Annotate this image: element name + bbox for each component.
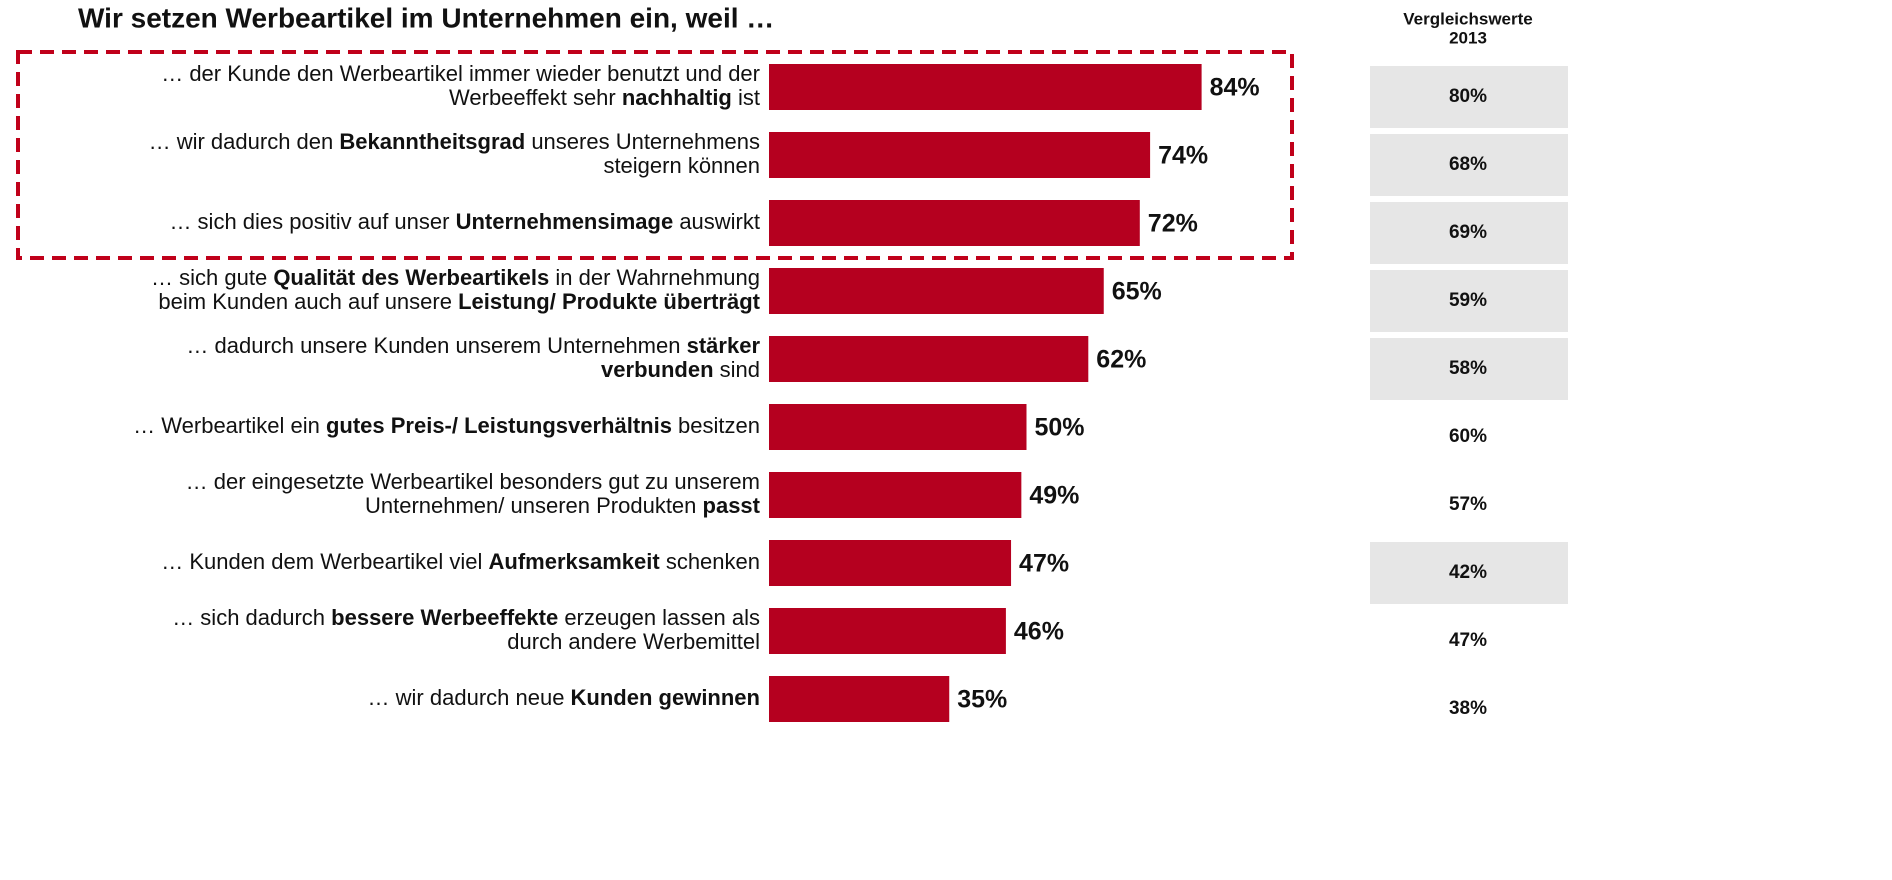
value-label: 47% <box>1019 550 1069 578</box>
category-run: … der Kunde den Werbeartikel immer wiede… <box>161 61 760 86</box>
value-label: 49% <box>1029 482 1079 510</box>
category-run: stärker <box>687 333 761 358</box>
comparison-cell <box>1370 66 1568 128</box>
category-run: durch andere Werbemittel <box>507 629 760 654</box>
category-label: Unternehmen/ unseren Produkten passt <box>365 493 761 518</box>
category-run: Qualität des Werbeartikels <box>273 265 549 290</box>
category-run: … sich dies positiv auf unser <box>169 209 455 234</box>
bar <box>769 64 1202 110</box>
category-run: gutes Preis-/ Leistungsverhältnis <box>326 413 672 438</box>
category-label: … Kunden dem Werbeartikel viel Aufmerksa… <box>161 549 760 574</box>
category-run: Unternehmensimage <box>456 209 674 234</box>
category-run: besitzen <box>672 413 760 438</box>
value-label: 35% <box>957 686 1007 714</box>
bar <box>769 132 1151 178</box>
category-run: Leistung/ Produkte überträgt <box>458 289 761 314</box>
bar <box>769 472 1022 518</box>
category-run: auswirkt <box>673 209 760 234</box>
category-run: … Kunden dem Werbeartikel viel <box>161 549 488 574</box>
category-label: Werbeeffekt sehr nachhaltig ist <box>449 85 760 110</box>
category-run: schenken <box>660 549 760 574</box>
category-label: … sich dies positiv auf unser Unternehme… <box>169 209 760 234</box>
value-label: 62% <box>1096 346 1146 374</box>
category-run: ist <box>732 85 760 110</box>
comparison-value: 80% <box>1449 86 1487 107</box>
bar <box>769 336 1089 382</box>
category-run: verbunden <box>601 357 713 382</box>
category-run: … wir dadurch neue <box>368 685 571 710</box>
value-label: 50% <box>1035 414 1085 442</box>
category-run: steigern können <box>603 153 760 178</box>
comparison-value: 58% <box>1449 358 1487 379</box>
category-run: Unternehmen/ unseren Produkten <box>365 493 703 518</box>
category-label: … sich gute Qualität des Werbeartikels i… <box>151 265 760 290</box>
category-label: beim Kunden auch auf unsere Leistung/ Pr… <box>158 289 760 314</box>
highlight-box <box>16 50 1294 260</box>
category-run: … Werbeartikel ein <box>133 413 326 438</box>
category-label: durch andere Werbemittel <box>507 629 760 654</box>
value-label: 72% <box>1148 210 1198 238</box>
category-run: … dadurch unsere Kunden unserem Unterneh… <box>186 333 686 358</box>
comparison-cell <box>1370 134 1568 196</box>
comparison-value: 47% <box>1449 630 1487 651</box>
bar <box>769 608 1006 654</box>
bar <box>769 540 1012 586</box>
category-run: bessere Werbeeffekte <box>331 605 558 630</box>
bar <box>769 676 950 722</box>
comparison-title: 2013 <box>1449 28 1487 47</box>
comparison-value: 59% <box>1449 290 1487 311</box>
category-label: verbunden sind <box>601 357 760 382</box>
category-run: beim Kunden auch auf unsere <box>158 289 458 314</box>
category-run: … sich dadurch <box>172 605 331 630</box>
category-label: … der Kunde den Werbeartikel immer wiede… <box>161 61 760 86</box>
comparison-cell <box>1370 202 1568 264</box>
category-run: erzeugen lassen als <box>558 605 760 630</box>
category-run: … wir dadurch den <box>149 129 340 154</box>
comparison-cell <box>1370 542 1568 604</box>
category-label: … wir dadurch den Bekanntheitsgrad unser… <box>149 129 760 154</box>
category-run: in der Wahrnehmung <box>549 265 760 290</box>
value-label: 84% <box>1210 74 1260 102</box>
category-run: … der eingesetzte Werbeartikel besonders… <box>186 469 760 494</box>
category-label: steigern können <box>603 153 760 178</box>
bar <box>769 200 1140 246</box>
category-run: Werbeeffekt sehr <box>449 85 622 110</box>
category-label: … wir dadurch neue Kunden gewinnen <box>368 685 760 710</box>
comparison-value: 42% <box>1449 562 1487 583</box>
category-run: Bekanntheitsgrad <box>339 129 525 154</box>
category-run: passt <box>703 493 761 518</box>
category-label: … sich dadurch bessere Werbeeffekte erze… <box>172 605 760 630</box>
category-run: Aufmerksamkeit <box>489 549 661 574</box>
comparison-value: 68% <box>1449 154 1487 175</box>
category-label: … dadurch unsere Kunden unserem Unterneh… <box>186 333 760 358</box>
category-run: unseres Unternehmens <box>525 129 760 154</box>
category-run: … sich gute <box>151 265 273 290</box>
value-label: 46% <box>1014 618 1064 646</box>
category-label: … der eingesetzte Werbeartikel besonders… <box>186 469 760 494</box>
category-run: Kunden gewinnen <box>571 685 760 710</box>
category-run: nachhaltig <box>622 85 732 110</box>
category-run: sind <box>714 357 760 382</box>
comparison-value: 38% <box>1449 698 1487 719</box>
comparison-value: 57% <box>1449 494 1487 515</box>
value-label: 65% <box>1112 278 1162 306</box>
category-label: … Werbeartikel ein gutes Preis-/ Leistun… <box>133 413 760 438</box>
chart-title: Wir setzen Werbeartikel im Unternehmen e… <box>78 2 774 33</box>
comparison-cell <box>1370 338 1568 400</box>
bar <box>769 404 1027 450</box>
bar <box>769 268 1104 314</box>
comparison-title: Vergleichswerte <box>1403 9 1532 28</box>
comparison-value: 69% <box>1449 222 1487 243</box>
comparison-cell <box>1370 270 1568 332</box>
value-label: 74% <box>1158 142 1208 170</box>
comparison-value: 60% <box>1449 426 1487 447</box>
